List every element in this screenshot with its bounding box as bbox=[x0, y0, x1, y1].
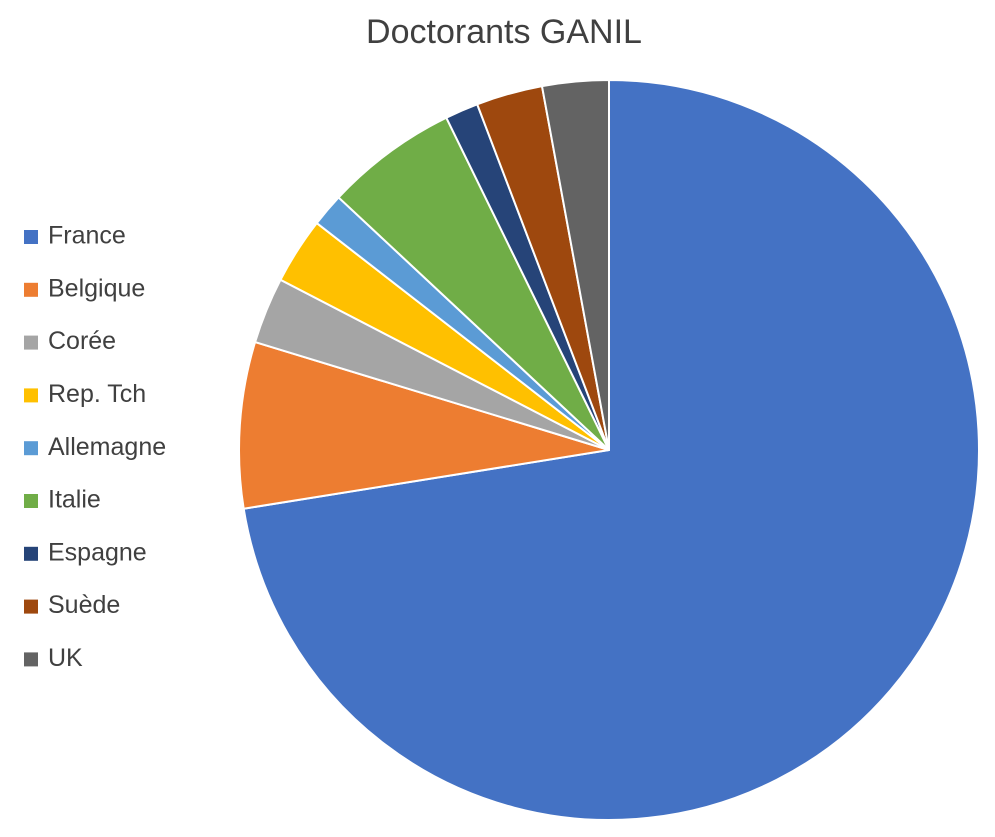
legend-label: Rep. Tch bbox=[48, 380, 146, 408]
legend-label: Suède bbox=[48, 591, 120, 619]
legend-label: Belgique bbox=[48, 274, 145, 302]
legend-swatch bbox=[24, 335, 38, 350]
pie-slice bbox=[238, 340, 610, 510]
legend-label: France bbox=[48, 222, 126, 250]
pie-slice bbox=[242, 78, 980, 821]
legend-label: Allemagne bbox=[48, 433, 166, 461]
legend-label: UK bbox=[48, 644, 83, 672]
legend-swatch bbox=[24, 546, 38, 561]
legend-swatch bbox=[24, 652, 38, 667]
legend-swatch bbox=[24, 282, 38, 297]
legend-swatch bbox=[24, 388, 38, 403]
legend-swatch bbox=[24, 230, 38, 244]
pie-slice bbox=[540, 78, 610, 451]
legend-label: Corée bbox=[48, 327, 116, 355]
legend-label: Espagne bbox=[48, 538, 147, 566]
chart-title: Doctorants GANIL bbox=[366, 13, 642, 51]
pie-slice bbox=[337, 116, 610, 451]
legend-swatch bbox=[24, 599, 38, 614]
legend-swatch bbox=[24, 494, 38, 508]
legend-swatch bbox=[24, 441, 38, 456]
legend-label: Italie bbox=[48, 486, 101, 514]
